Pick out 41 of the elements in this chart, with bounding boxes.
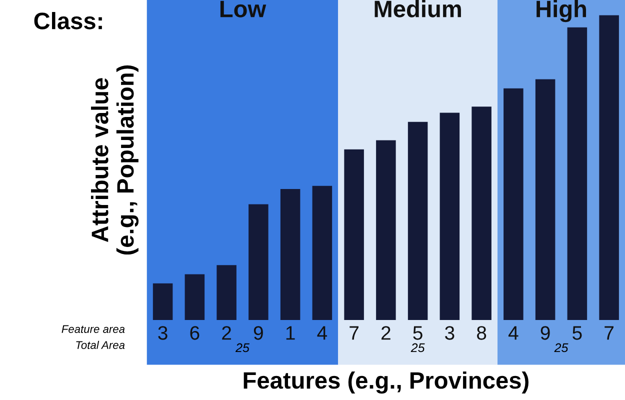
x-tick-label: 3 [445, 326, 454, 340]
bar [504, 88, 524, 320]
bar [599, 15, 619, 320]
x-tick-label: 6 [190, 326, 200, 340]
bar [184, 274, 205, 320]
text: 25 [410, 343, 425, 352]
band-label: Medium [374, 0, 461, 18]
x-tick-label: 5 [572, 326, 582, 340]
bar [535, 79, 556, 320]
bar [344, 149, 364, 320]
bar [152, 283, 173, 320]
x-tick-label: 2 [222, 326, 231, 340]
bar [472, 106, 492, 320]
x-tick-label: 8 [477, 326, 486, 340]
bar [280, 188, 300, 320]
x-tick-label: 2 [382, 326, 390, 340]
x-tick-label: 3 [158, 326, 168, 340]
bar [408, 122, 428, 320]
x-tick-label: 9 [254, 326, 263, 340]
band-label: Low [220, 0, 266, 18]
x-tick-label: 7 [350, 326, 358, 340]
text: Feature area [62, 325, 125, 333]
text: 25 [554, 343, 568, 352]
bar [376, 140, 396, 320]
x-tick-label: 7 [604, 326, 614, 340]
text: Total Area [76, 340, 125, 349]
annotation: High [536, 0, 586, 22]
x-tick-label: 5 [413, 326, 422, 340]
bar [440, 112, 460, 320]
y-axis-title: Attribute value (e.g., Population) [90, 65, 139, 255]
x-tick-label: 9 [540, 326, 550, 340]
bar [312, 186, 332, 320]
x-tick-label: 4 [508, 326, 518, 340]
x-axis-title: Features (e.g., Provinces) [244, 371, 528, 394]
bar [216, 265, 236, 320]
x-tick-label: 1 [286, 326, 295, 340]
text: 25 [235, 343, 250, 352]
bar [567, 27, 588, 320]
bar [248, 204, 268, 320]
text: Class: [34, 12, 102, 30]
x-tick-label: 4 [317, 326, 328, 340]
